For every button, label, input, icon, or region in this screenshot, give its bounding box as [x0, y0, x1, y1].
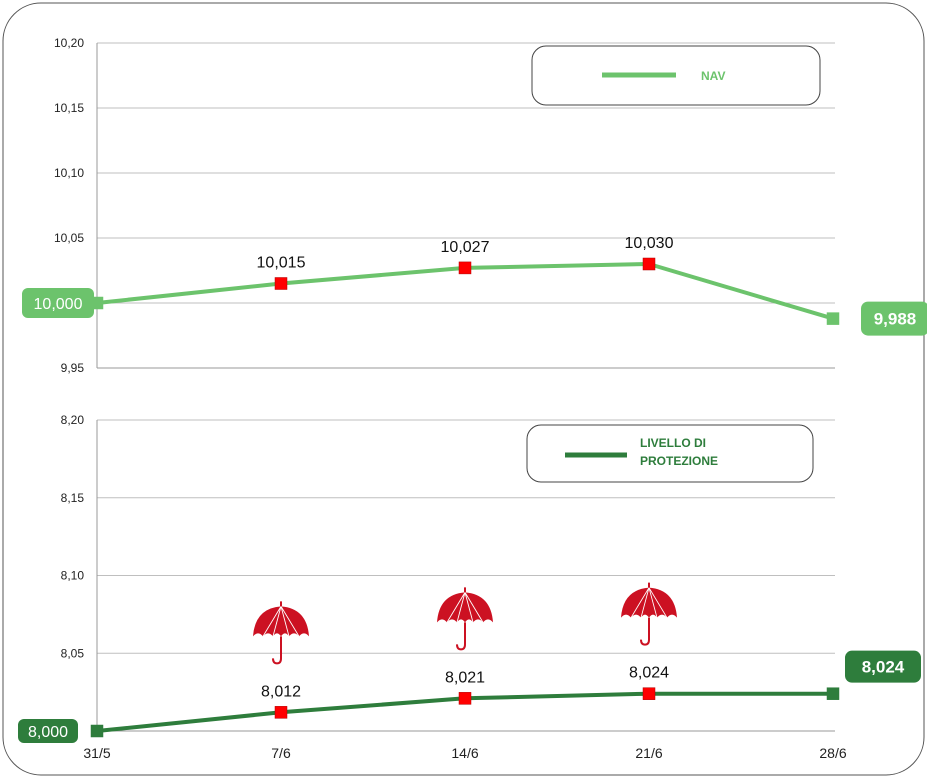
data-label: 10,030 [625, 235, 674, 252]
legend-label: PROTEZIONE [640, 454, 718, 468]
x-tick-label: 28/6 [819, 745, 846, 761]
end-value-badge [861, 301, 927, 336]
data-point [826, 312, 840, 325]
data-point [274, 277, 288, 290]
data-label: 8,024 [629, 665, 669, 682]
data-label: 10,000 [34, 296, 83, 313]
data-point [274, 706, 288, 719]
data-label: 8,012 [261, 683, 301, 700]
data-label: 8,024 [862, 658, 905, 677]
y-tick-label: 8,20 [61, 413, 85, 427]
data-label: 10,015 [257, 255, 306, 272]
y-tick-label: 10,05 [54, 231, 84, 245]
data-label: 10,027 [441, 239, 490, 256]
umbrella-ribs [262, 606, 300, 637]
end-value-badge [845, 650, 921, 683]
umbrella-icon [621, 582, 677, 646]
legend-label: NAV [701, 69, 725, 83]
umbrella-icon [253, 601, 309, 665]
y-tick-label: 8,10 [61, 569, 85, 583]
data-point [642, 257, 656, 271]
umbrella-handle [456, 587, 466, 651]
y-tick-label: 10,15 [54, 101, 84, 115]
data-point [458, 261, 472, 275]
data-label: 8,021 [445, 669, 485, 686]
x-tick-label: 14/6 [451, 745, 478, 761]
data-point [642, 687, 656, 700]
y-tick-label: 8,05 [61, 646, 85, 660]
data-label: 8,000 [28, 724, 68, 741]
legend-label: LIVELLO DI [640, 436, 706, 450]
data-point [458, 692, 472, 705]
x-tick-label: 21/6 [635, 745, 662, 761]
start-value-badge [22, 288, 94, 318]
y-tick-label: 8,15 [61, 491, 85, 505]
x-tick-label: 7/6 [271, 745, 291, 761]
umbrella-ribs [630, 587, 668, 618]
data-point [826, 687, 840, 700]
data-label: 9,988 [874, 310, 917, 329]
umbrella-handle [272, 601, 282, 665]
x-tick-label: 31/5 [83, 745, 110, 761]
legend-box [526, 424, 814, 483]
y-tick-label: 10,10 [54, 166, 84, 180]
umbrella-ribs [446, 592, 484, 623]
y-tick-label: 9,95 [61, 361, 85, 375]
data-point [90, 724, 104, 738]
umbrella-icon [437, 587, 493, 651]
umbrella-handle [640, 582, 650, 646]
y-tick-label: 10,20 [54, 36, 84, 50]
start-value-badge [18, 719, 78, 743]
